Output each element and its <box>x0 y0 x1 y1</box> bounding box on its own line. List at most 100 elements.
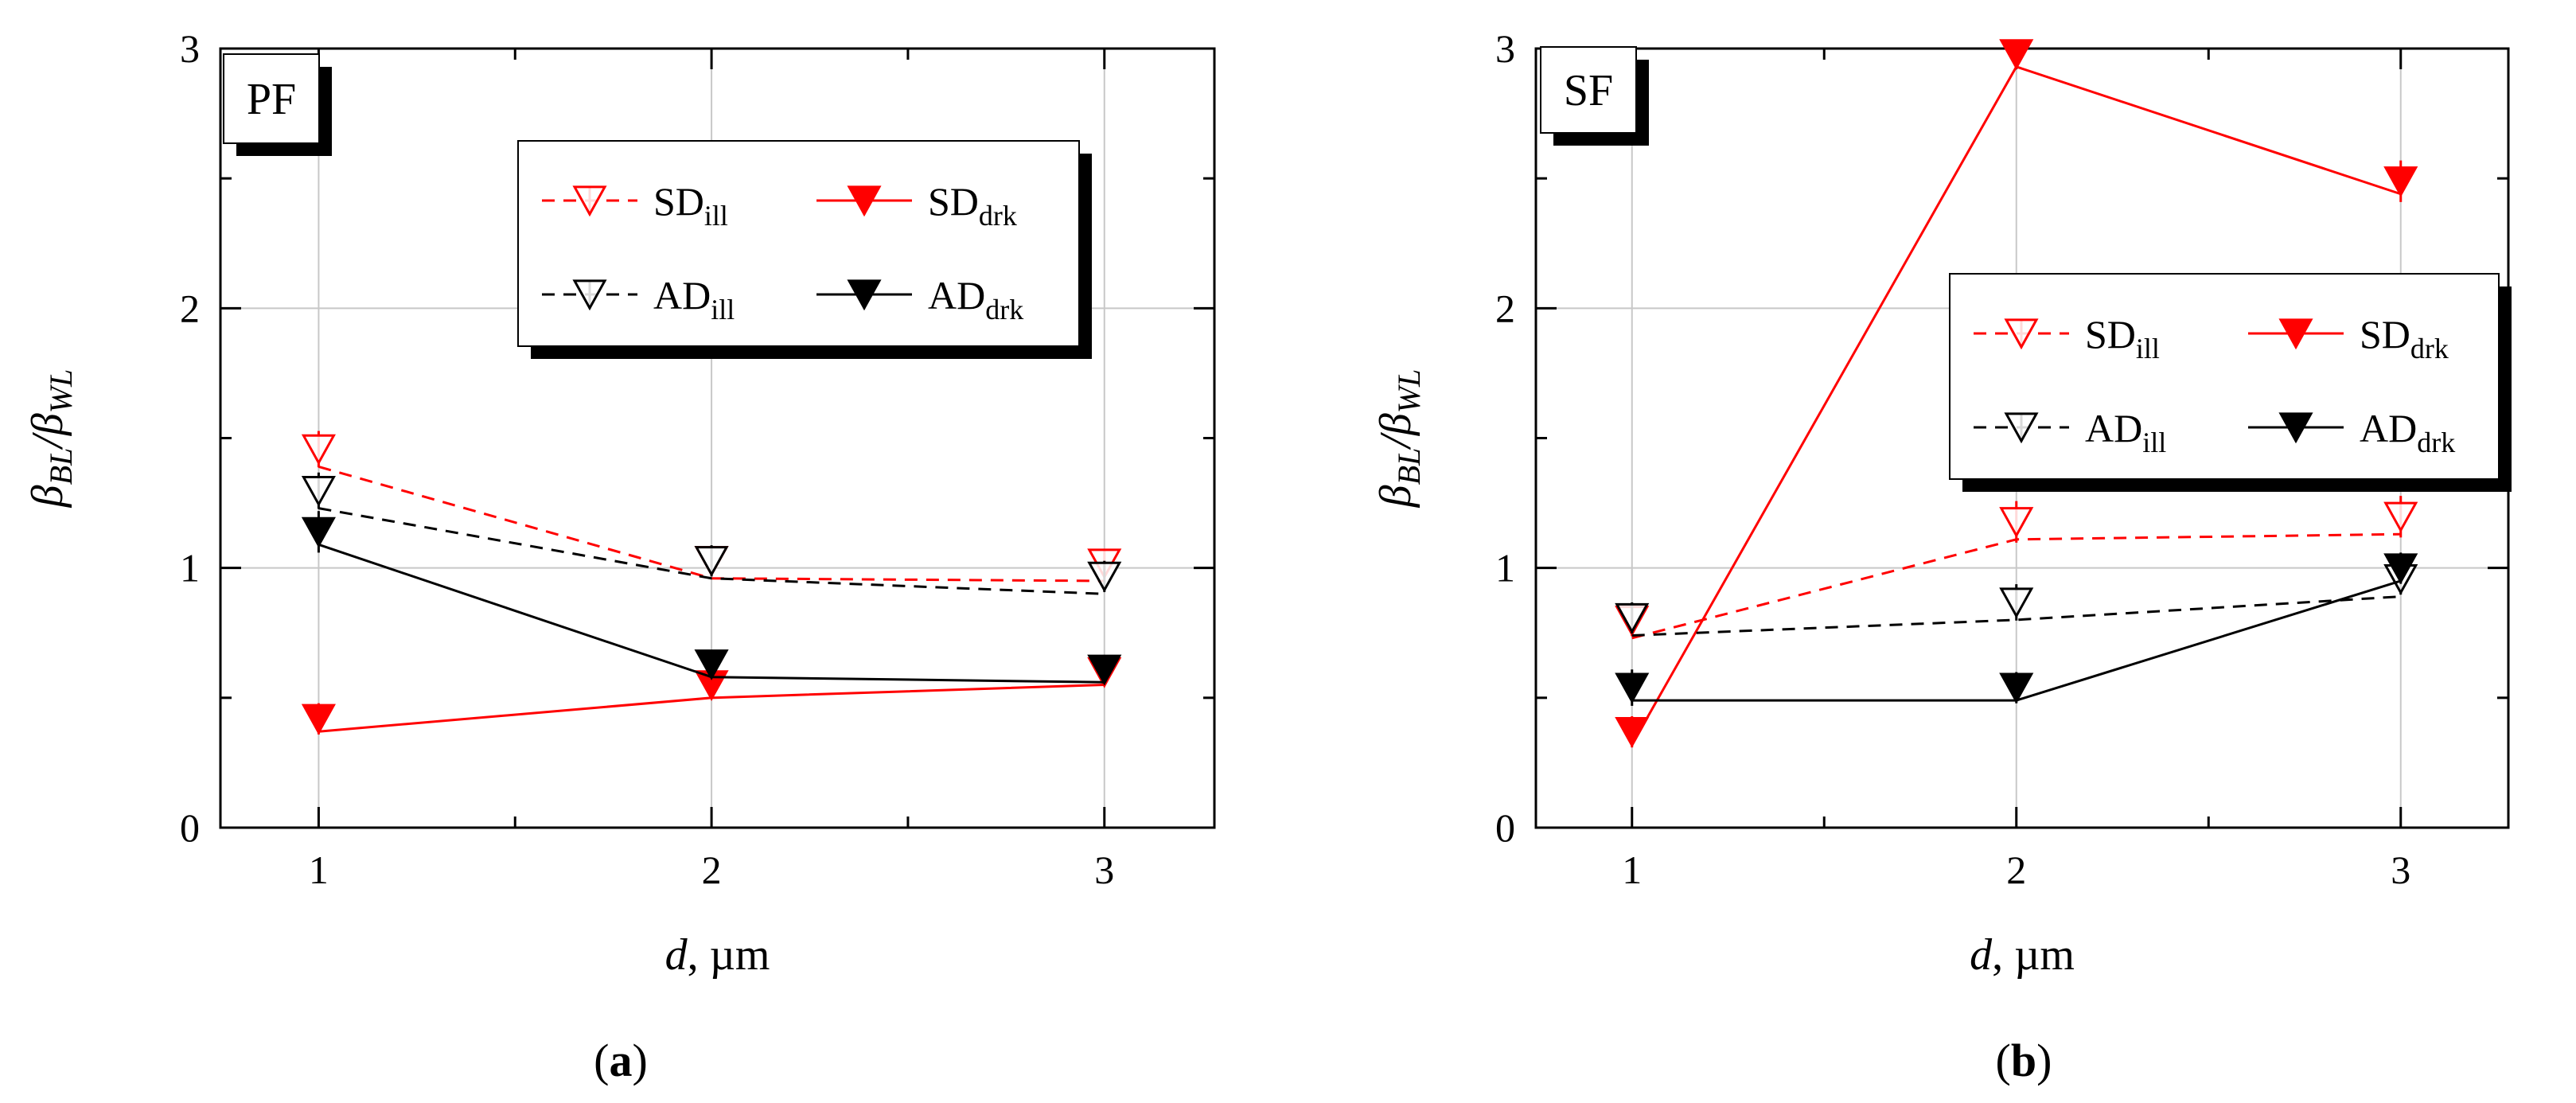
triangle-marker <box>301 704 336 735</box>
triangle-marker <box>1615 602 1650 634</box>
triangle-marker <box>694 546 729 577</box>
legend-label: SDill <box>2085 312 2160 364</box>
legend-label: ADdrk <box>2360 406 2455 458</box>
data-point <box>301 511 336 553</box>
legend-label-base: AD <box>653 273 711 318</box>
x-tick-label: 2 <box>2006 848 2026 892</box>
triangle-marker <box>1999 587 2034 619</box>
legend-label: SDill <box>653 179 728 232</box>
triangle-marker <box>2004 318 2039 350</box>
triangle-marker <box>572 279 607 311</box>
legend-label-base: SD <box>2360 312 2410 357</box>
caption-letter: a <box>610 1035 633 1086</box>
data-point <box>2383 160 2418 202</box>
legend-label: ADill <box>2085 406 2166 458</box>
y-tick-label: 0 <box>1495 805 1515 850</box>
y-tick-label: 1 <box>180 546 200 590</box>
legend-label: SDdrk <box>928 179 1017 232</box>
series-line <box>318 507 1105 595</box>
data-point <box>1999 501 2034 543</box>
panel-caption: (b) <box>1996 1035 2052 1086</box>
triangle-marker <box>2278 318 2313 350</box>
legend-swatch-marker <box>572 279 607 311</box>
x-tick-label: 1 <box>309 848 329 892</box>
triangle-marker <box>2383 553 2418 585</box>
y-tick-label: 2 <box>180 286 200 330</box>
x-axis-label-var: d <box>1970 930 1993 980</box>
series-adill <box>301 472 1122 595</box>
data-point <box>1999 39 2034 71</box>
legend-swatch-marker <box>847 185 882 217</box>
y-axis-label-part: /β <box>1371 413 1421 450</box>
panel-caption: (a) <box>594 1035 648 1086</box>
legend-label-base: AD <box>928 273 985 318</box>
legend-entry-sddrk: SDdrk <box>816 179 1017 232</box>
triangle-marker <box>694 649 729 680</box>
triangle-marker <box>2383 166 2418 197</box>
caption-close: ) <box>2036 1035 2052 1086</box>
triangle-marker <box>2004 412 2039 444</box>
legend-swatch-marker <box>847 279 882 311</box>
legend-label-base: SD <box>653 179 704 224</box>
triangle-marker <box>301 476 336 507</box>
triangle-marker <box>2383 501 2418 533</box>
legend-box <box>517 140 1080 347</box>
y-axis-label-part: β <box>1371 485 1421 508</box>
triangle-marker <box>847 185 882 217</box>
panel-label-box <box>223 53 320 144</box>
legend-label-sub: ill <box>711 294 735 325</box>
legend-label-sub: ill <box>2136 333 2160 364</box>
triangle-marker <box>1615 672 1650 704</box>
data-point <box>1615 602 1650 634</box>
legend-label-sub: ill <box>2142 427 2166 458</box>
triangle-marker <box>301 434 336 466</box>
legend-swatch-marker <box>2004 318 2039 350</box>
y-axis-label-sub: WL <box>43 369 79 414</box>
triangle-marker <box>1999 672 2034 704</box>
x-tick-label: 3 <box>1094 848 1114 892</box>
panel-label: PF <box>247 75 296 124</box>
data-point <box>1615 715 1650 748</box>
x-tick-label: 1 <box>1622 848 1642 892</box>
y-axis-label-sub: WL <box>1391 369 1427 414</box>
y-axis-label-sub: BL <box>1391 448 1427 485</box>
legend-entry-sdill: SDill <box>542 179 728 232</box>
series-addrk <box>301 511 1122 686</box>
legend-label: ADdrk <box>928 273 1023 325</box>
legend-swatch-marker <box>2278 318 2313 350</box>
legend-label-base: AD <box>2360 406 2417 450</box>
data-point <box>1999 584 2034 621</box>
y-tick-label: 2 <box>1495 286 1515 330</box>
triangle-marker <box>847 279 882 311</box>
data-point <box>301 431 336 468</box>
data-point <box>301 472 336 509</box>
series-addrk <box>1615 552 2418 706</box>
legend-entry-sddrk: SDdrk <box>2248 312 2449 364</box>
data-point <box>2383 552 2418 585</box>
triangle-marker <box>1999 39 2034 71</box>
legend-label-sub: drk <box>2410 333 2449 364</box>
data-point <box>1087 654 1122 686</box>
x-axis-label-rest: , µm <box>1992 930 2075 980</box>
triangle-marker <box>572 185 607 217</box>
x-tick-label: 3 <box>2391 848 2410 892</box>
data-point <box>2383 496 2418 538</box>
triangle-marker <box>1087 654 1122 686</box>
legend-label-base: SD <box>928 179 979 224</box>
y-axis-label-part: /β <box>23 413 72 450</box>
legend-label-sub: drk <box>979 200 1017 232</box>
legend-swatch-marker <box>572 185 607 217</box>
caption-close: ) <box>633 1035 648 1086</box>
data-point <box>1087 560 1122 593</box>
x-axis-label-rest: , µm <box>688 930 770 980</box>
x-axis-label: d, µm <box>665 930 770 980</box>
legend-swatch-marker <box>2278 412 2313 444</box>
data-point <box>1999 672 2034 704</box>
caption-letter: b <box>2011 1035 2036 1086</box>
triangle-marker <box>301 516 336 548</box>
triangle-marker <box>2278 412 2313 444</box>
legend-entry-sdill: SDill <box>1974 312 2160 364</box>
legend-label: SDdrk <box>2360 312 2449 364</box>
